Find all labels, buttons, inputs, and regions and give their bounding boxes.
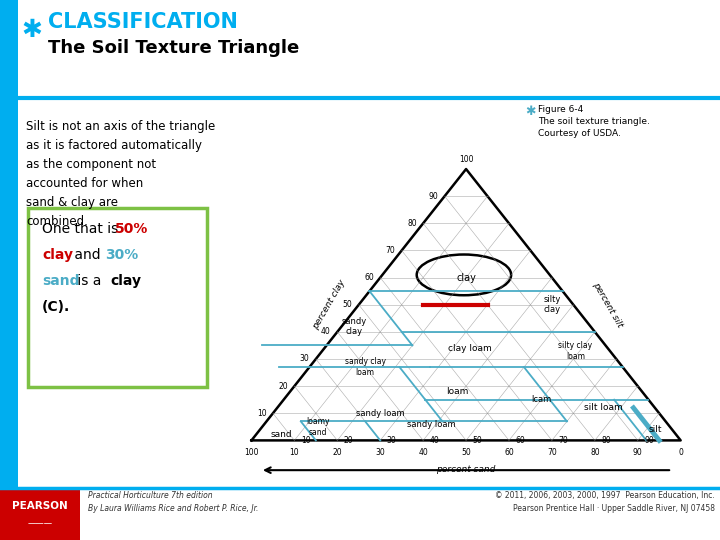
Text: loam: loam xyxy=(446,387,469,396)
Text: sand: sand xyxy=(271,430,292,440)
Text: 20: 20 xyxy=(333,448,342,457)
Text: 100: 100 xyxy=(244,448,258,457)
Text: sandy
clay: sandy clay xyxy=(342,317,367,336)
Text: 50: 50 xyxy=(472,436,482,445)
Text: percent clay: percent clay xyxy=(311,278,346,331)
Text: silty
clay: silty clay xyxy=(543,295,561,314)
Text: 40: 40 xyxy=(321,327,331,336)
Text: PEARSON: PEARSON xyxy=(12,501,68,511)
Text: 50: 50 xyxy=(343,300,352,309)
Text: (C).: (C). xyxy=(42,300,71,314)
Text: is a: is a xyxy=(73,274,106,288)
Text: 70: 70 xyxy=(385,246,395,255)
Text: 90: 90 xyxy=(644,436,654,445)
Text: clay: clay xyxy=(456,273,476,282)
Bar xyxy=(0,488,80,540)
Text: The Soil Texture Triangle: The Soil Texture Triangle xyxy=(48,39,300,57)
Text: 80: 80 xyxy=(601,436,611,445)
Text: 20: 20 xyxy=(343,436,354,445)
Text: 20: 20 xyxy=(279,382,288,390)
Text: and: and xyxy=(70,248,105,262)
Text: 70: 70 xyxy=(547,448,557,457)
Text: silt: silt xyxy=(648,425,662,434)
Text: 60: 60 xyxy=(516,436,525,445)
Text: One that is: One that is xyxy=(42,222,122,236)
Text: 30: 30 xyxy=(375,448,385,457)
FancyBboxPatch shape xyxy=(28,208,207,387)
Bar xyxy=(0,0,18,540)
Text: Silt is not an axis of the triangle
as it is factored automatically
as the compo: Silt is not an axis of the triangle as i… xyxy=(26,120,215,228)
Text: clay loam: clay loam xyxy=(449,343,492,353)
Text: ———: ——— xyxy=(27,519,53,529)
Text: 50: 50 xyxy=(462,448,471,457)
Text: Practical Horticulture 7th edition
By Laura Williams Rice and Robert P. Rice, Jr: Practical Horticulture 7th edition By La… xyxy=(88,491,258,513)
Text: 80: 80 xyxy=(590,448,600,457)
Text: 30%: 30% xyxy=(105,248,138,262)
Text: 90: 90 xyxy=(428,192,438,201)
Text: 30: 30 xyxy=(387,436,397,445)
Text: 10: 10 xyxy=(289,448,300,457)
Text: 50%: 50% xyxy=(115,222,148,236)
Text: lcam: lcam xyxy=(531,395,552,404)
Text: 90: 90 xyxy=(633,448,643,457)
Text: ✱: ✱ xyxy=(22,18,42,42)
Text: 70: 70 xyxy=(558,436,568,445)
Text: clay: clay xyxy=(42,248,73,262)
Text: sandy loam: sandy loam xyxy=(408,420,456,429)
Text: 60: 60 xyxy=(504,448,514,457)
Text: silt loam: silt loam xyxy=(584,403,623,413)
Text: silty clay
loam: silty clay loam xyxy=(559,341,593,361)
Text: sandy clay
loam: sandy clay loam xyxy=(345,357,386,377)
Text: ✱: ✱ xyxy=(525,105,535,118)
Text: CLASSIFICATION: CLASSIFICATION xyxy=(48,12,238,32)
Text: Figure 6-4
The soil texture triangle.
Courtesy of USDA.: Figure 6-4 The soil texture triangle. Co… xyxy=(538,105,650,138)
Text: 80: 80 xyxy=(407,219,417,228)
Text: percent silt: percent silt xyxy=(591,280,624,329)
Text: loamy
sand: loamy sand xyxy=(306,417,330,436)
Text: © 2011, 2006, 2003, 2000, 1997  Pearson Education, Inc.
Pearson Prentice Hall · : © 2011, 2006, 2003, 2000, 1997 Pearson E… xyxy=(495,491,715,513)
Bar xyxy=(18,0,720,100)
Text: sandy loam: sandy loam xyxy=(356,409,405,418)
Text: 30: 30 xyxy=(300,354,310,363)
Text: sand: sand xyxy=(42,274,79,288)
Text: 100: 100 xyxy=(459,156,473,164)
Text: 10: 10 xyxy=(301,436,310,445)
Text: 60: 60 xyxy=(364,273,374,282)
Text: clay: clay xyxy=(110,274,141,288)
Text: 40: 40 xyxy=(418,448,428,457)
Text: 40: 40 xyxy=(430,436,439,445)
Text: 0: 0 xyxy=(678,448,683,457)
Text: percent sand: percent sand xyxy=(436,465,496,475)
Text: 10: 10 xyxy=(257,409,266,418)
